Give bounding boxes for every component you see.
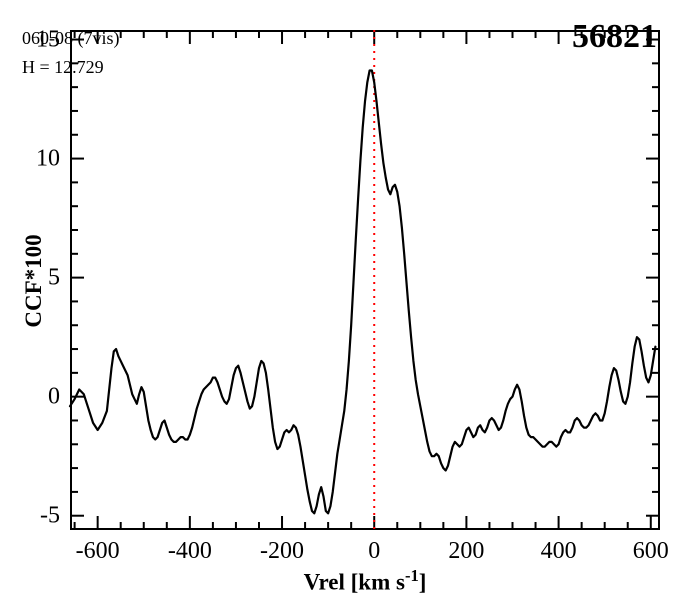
chart-canvas bbox=[68, 30, 660, 530]
x-axis-label-close: ] bbox=[418, 569, 427, 595]
x-tick-label: -200 bbox=[260, 538, 305, 564]
x-tick-label: -600 bbox=[75, 538, 120, 564]
y-tick-label: 10 bbox=[36, 145, 60, 172]
x-axis-label-main: Vrel [km s bbox=[303, 569, 405, 595]
ccf-trace bbox=[68, 69, 657, 515]
x-tick-label: 0 bbox=[368, 538, 381, 564]
plot-area bbox=[68, 30, 660, 530]
y-tick-label: 15 bbox=[36, 26, 60, 53]
x-tick-label: 200 bbox=[448, 538, 485, 564]
y-tick-label: -5 bbox=[40, 502, 60, 529]
x-tick-label: 600 bbox=[632, 538, 669, 564]
y-tick-label: 5 bbox=[48, 264, 60, 291]
y-axis-label: CCF*100 bbox=[21, 234, 46, 328]
y-tick-label: 0 bbox=[48, 383, 60, 410]
x-axis-label: Vrel [km s-1] bbox=[70, 566, 660, 596]
x-axis-label-exponent: -1 bbox=[404, 566, 419, 585]
annotation-epoch-id: 56821 bbox=[572, 18, 657, 55]
annotation-h-magnitude: H = 12.729 bbox=[22, 57, 104, 77]
x-tick-label: 400 bbox=[540, 538, 577, 564]
annotation-target-id: 060-08 (7vis) bbox=[22, 28, 120, 48]
x-tick-label: -400 bbox=[167, 538, 212, 564]
